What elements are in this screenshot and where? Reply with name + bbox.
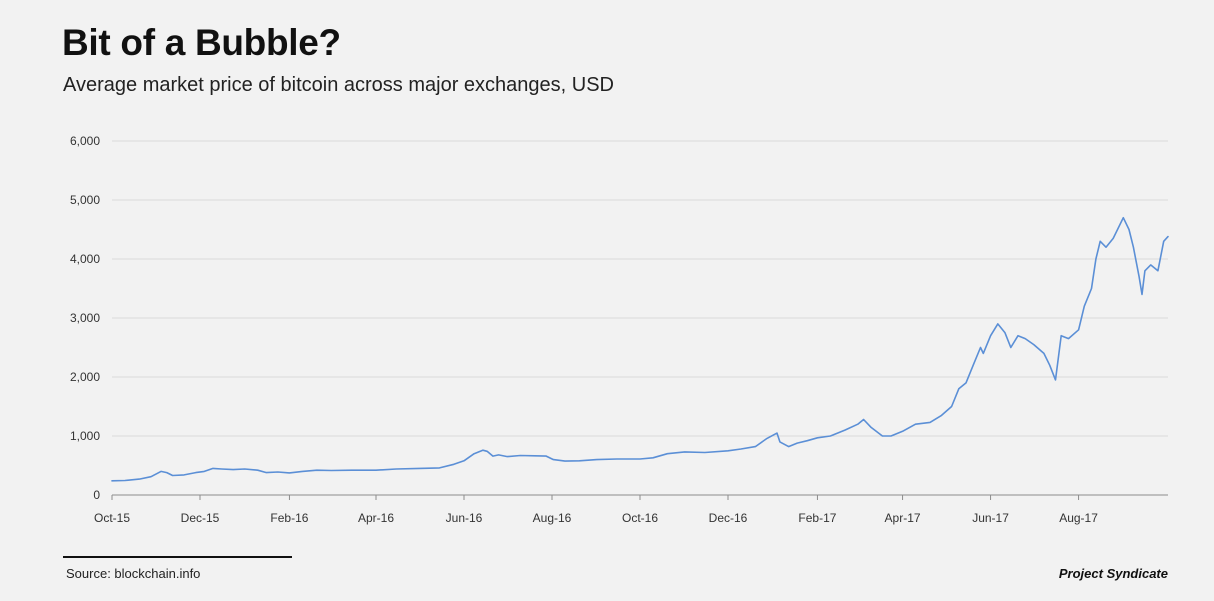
x-tick-label: Aug-17 [1059,511,1098,525]
y-tick-label: 0 [93,488,100,502]
source-note: Source: blockchain.info [66,566,201,581]
x-tick-label: Apr-16 [358,511,394,525]
x-tick-label: Oct-16 [622,511,658,525]
x-tick-label: Oct-15 [94,511,130,525]
y-tick-label: 4,000 [70,252,100,266]
x-tick-label: Dec-15 [181,511,220,525]
y-tick-label: 1,000 [70,429,100,443]
x-tick-label: Dec-16 [709,511,748,525]
chart-title: Bit of a Bubble? [62,22,341,63]
x-tick-label: Aug-16 [533,511,572,525]
price-series-line [111,216,1169,482]
y-tick-label: 2,000 [70,370,100,384]
x-tick-label: Apr-17 [885,511,921,525]
y-tick-label: 6,000 [70,134,100,148]
x-tick-label: Feb-16 [270,511,308,525]
brand-logo-text: Project Syndicate [1058,566,1168,581]
y-tick-label: 3,000 [70,311,100,325]
x-tick-label: Jun-16 [446,511,483,525]
x-tick-label: Jun-17 [972,511,1009,525]
y-tick-label: 5,000 [70,193,100,207]
x-tick-label: Feb-17 [798,511,836,525]
footer-divider [63,556,292,558]
chart-subtitle: Average market price of bitcoin across m… [63,74,614,96]
